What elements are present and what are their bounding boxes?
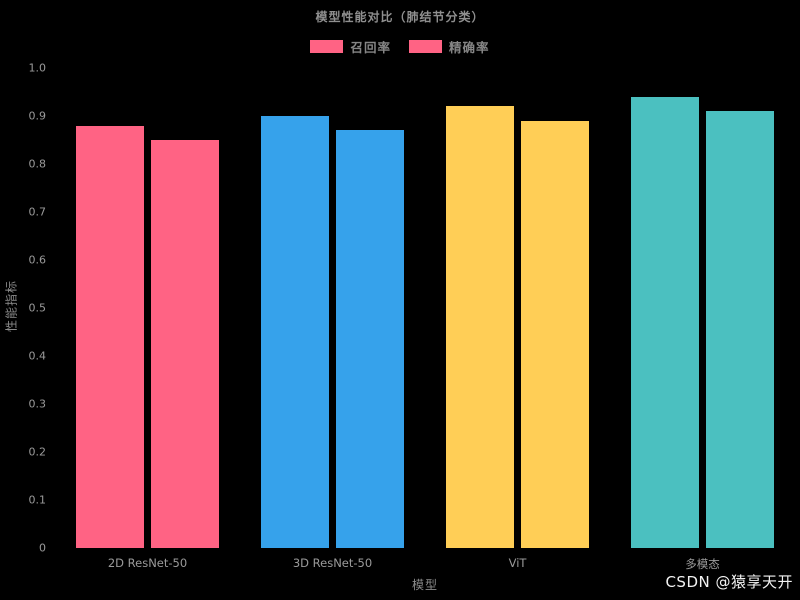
y-tick-label: 0.7 [28,205,47,219]
x-category-label: ViT [508,556,527,570]
legend-label-recall: 召回率 [350,39,391,55]
y-tick-label: 0 [39,541,46,555]
x-category-label: 多模态 [685,557,720,571]
chart-bar-series0-cat0 [76,125,144,548]
chart-bar-series1-cat3 [706,111,774,548]
x-category-label: 2D ResNet-50 [107,556,188,570]
y-tick-label: 0.6 [28,253,47,267]
chart-bar-series0-cat3 [631,96,699,548]
y-tick-label: 0.1 [28,493,47,507]
chart-title: 模型性能对比（肺结节分类） [315,10,485,24]
y-tick-label: 0.2 [28,445,47,459]
legend-item-recall: 召回率 [310,37,391,56]
watermark: CSDN @猿享天开 [665,573,793,591]
chart-bar-series1-cat1 [336,130,404,548]
chart-bar-series1-cat0 [151,140,219,548]
legend-item-precision: 精确率 [409,37,490,56]
legend-swatch-precision [409,39,442,53]
y-tick-label: 0.9 [28,109,47,123]
x-category-label: 3D ResNet-50 [292,556,373,570]
y-tick-label: 1.0 [28,61,47,75]
y-tick-label: 0.5 [28,301,47,315]
y-tick-label: 0.4 [28,349,47,363]
chart-legend: 召回率 精确率 [0,37,800,56]
x-axis-title: 模型 [411,578,438,592]
legend-swatch-recall [310,39,344,53]
chart-bar-series1-cat2 [521,120,589,548]
y-tick-label: 0.3 [28,397,47,411]
chart-bar-series0-cat1 [261,116,329,548]
legend-label-precision: 精确率 [449,39,490,55]
y-tick-label: 0.8 [28,157,47,171]
plot-area [55,68,795,548]
chart-bar-series0-cat2 [446,106,514,548]
